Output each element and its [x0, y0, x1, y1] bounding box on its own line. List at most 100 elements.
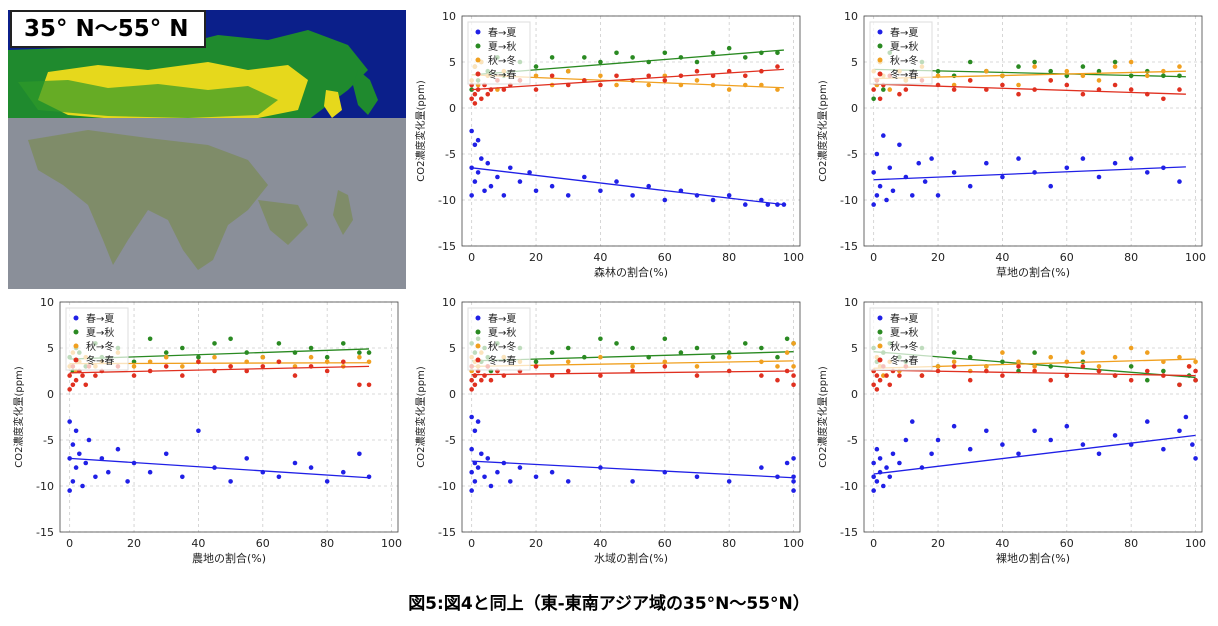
legend-marker — [475, 343, 481, 349]
y-tick-label: -15 — [36, 526, 54, 539]
data-point — [710, 197, 716, 203]
data-point — [1096, 78, 1102, 83]
data-point — [196, 359, 201, 365]
legend-marker — [475, 43, 481, 49]
x-axis-label: 草地の割合(%) — [996, 265, 1070, 279]
data-point — [1144, 377, 1150, 383]
data-point — [897, 91, 902, 97]
x-tick-label: 20 — [931, 251, 945, 264]
data-point — [874, 446, 880, 452]
data-point — [482, 188, 487, 194]
legend-marker — [877, 357, 883, 363]
y-axis-label: CO2濃度変化量(ppm) — [816, 366, 829, 468]
data-point — [1032, 350, 1037, 355]
y-axis-label: CO2濃度変化量(ppm) — [414, 80, 427, 182]
data-point — [781, 202, 787, 207]
data-point — [212, 354, 217, 360]
data-point — [1080, 73, 1086, 79]
data-point — [1016, 64, 1021, 69]
data-point — [791, 456, 796, 461]
map-japan — [353, 70, 378, 115]
data-point — [1016, 359, 1021, 365]
data-point — [1032, 368, 1037, 374]
data-point — [791, 479, 796, 484]
data-point — [565, 479, 571, 484]
data-point — [276, 474, 282, 480]
trend-line — [471, 370, 794, 376]
data-point — [163, 364, 169, 369]
data-point — [984, 68, 989, 74]
y-tick-label: 5 — [851, 342, 858, 355]
x-tick-label: 60 — [1060, 251, 1074, 264]
data-point — [479, 451, 484, 457]
data-point — [1128, 377, 1134, 383]
legend-marker — [877, 29, 883, 35]
x-tick-label: 60 — [658, 537, 672, 550]
data-point — [662, 78, 668, 83]
data-point — [244, 456, 250, 461]
data-point — [472, 382, 478, 388]
data-point — [1112, 433, 1118, 438]
data-point — [1177, 354, 1182, 360]
data-point — [517, 179, 523, 184]
legend-marker — [73, 343, 79, 349]
data-point — [710, 50, 716, 56]
data-point — [357, 350, 362, 355]
data-point — [1016, 91, 1021, 97]
data-point — [533, 87, 539, 92]
data-point — [909, 193, 915, 198]
data-point — [1112, 160, 1118, 166]
legend-label: 冬→春 — [86, 354, 114, 367]
y-tick-label: 0 — [449, 102, 456, 115]
data-point — [472, 179, 478, 184]
data-point — [784, 336, 790, 342]
y-tick-label: -10 — [36, 480, 54, 493]
data-point — [598, 373, 603, 378]
data-point — [630, 479, 635, 484]
data-point — [874, 151, 880, 157]
data-point — [495, 469, 500, 475]
data-point — [871, 202, 876, 207]
legend-marker — [475, 29, 481, 35]
chart-water: 0 20 40 60 80 100 -15 -10 -5 0 5 10 春→夏夏→秋秋→冬冬→春水域の割… — [414, 296, 804, 565]
data-point — [662, 364, 668, 369]
y-tick-label: -10 — [438, 194, 456, 207]
data-point — [630, 364, 635, 369]
data-point — [775, 50, 780, 56]
data-point — [340, 341, 346, 346]
data-point — [73, 465, 79, 470]
data-point — [276, 359, 282, 365]
data-point — [791, 474, 796, 480]
legend-label: 冬→春 — [890, 68, 918, 81]
trend-line — [69, 365, 370, 374]
data-point — [324, 368, 330, 374]
y-tick-label: -15 — [438, 240, 456, 253]
y-tick-label: -5 — [43, 434, 54, 447]
data-point — [791, 488, 796, 493]
data-point — [903, 437, 909, 443]
data-point — [890, 188, 896, 194]
x-tick-label: 100 — [1185, 537, 1206, 550]
data-point — [1144, 68, 1150, 74]
data-point — [775, 364, 780, 369]
data-point — [469, 488, 474, 493]
data-point — [1096, 451, 1102, 457]
data-point — [967, 354, 973, 360]
data-point — [881, 483, 886, 489]
x-axis-label: 裸地の割合(%) — [996, 551, 1070, 565]
data-point — [951, 73, 957, 79]
x-tick-label: 80 — [722, 537, 736, 550]
data-point — [775, 87, 780, 92]
legend-marker — [877, 329, 883, 335]
data-point — [884, 465, 889, 470]
data-point — [1177, 73, 1182, 79]
data-point — [646, 73, 652, 79]
data-point — [1000, 350, 1005, 355]
data-point — [871, 87, 876, 92]
data-point — [759, 373, 764, 378]
x-tick-label: 40 — [995, 537, 1009, 550]
data-point — [533, 359, 539, 365]
data-point — [565, 68, 571, 74]
data-point — [1080, 64, 1086, 69]
data-point — [70, 442, 76, 447]
